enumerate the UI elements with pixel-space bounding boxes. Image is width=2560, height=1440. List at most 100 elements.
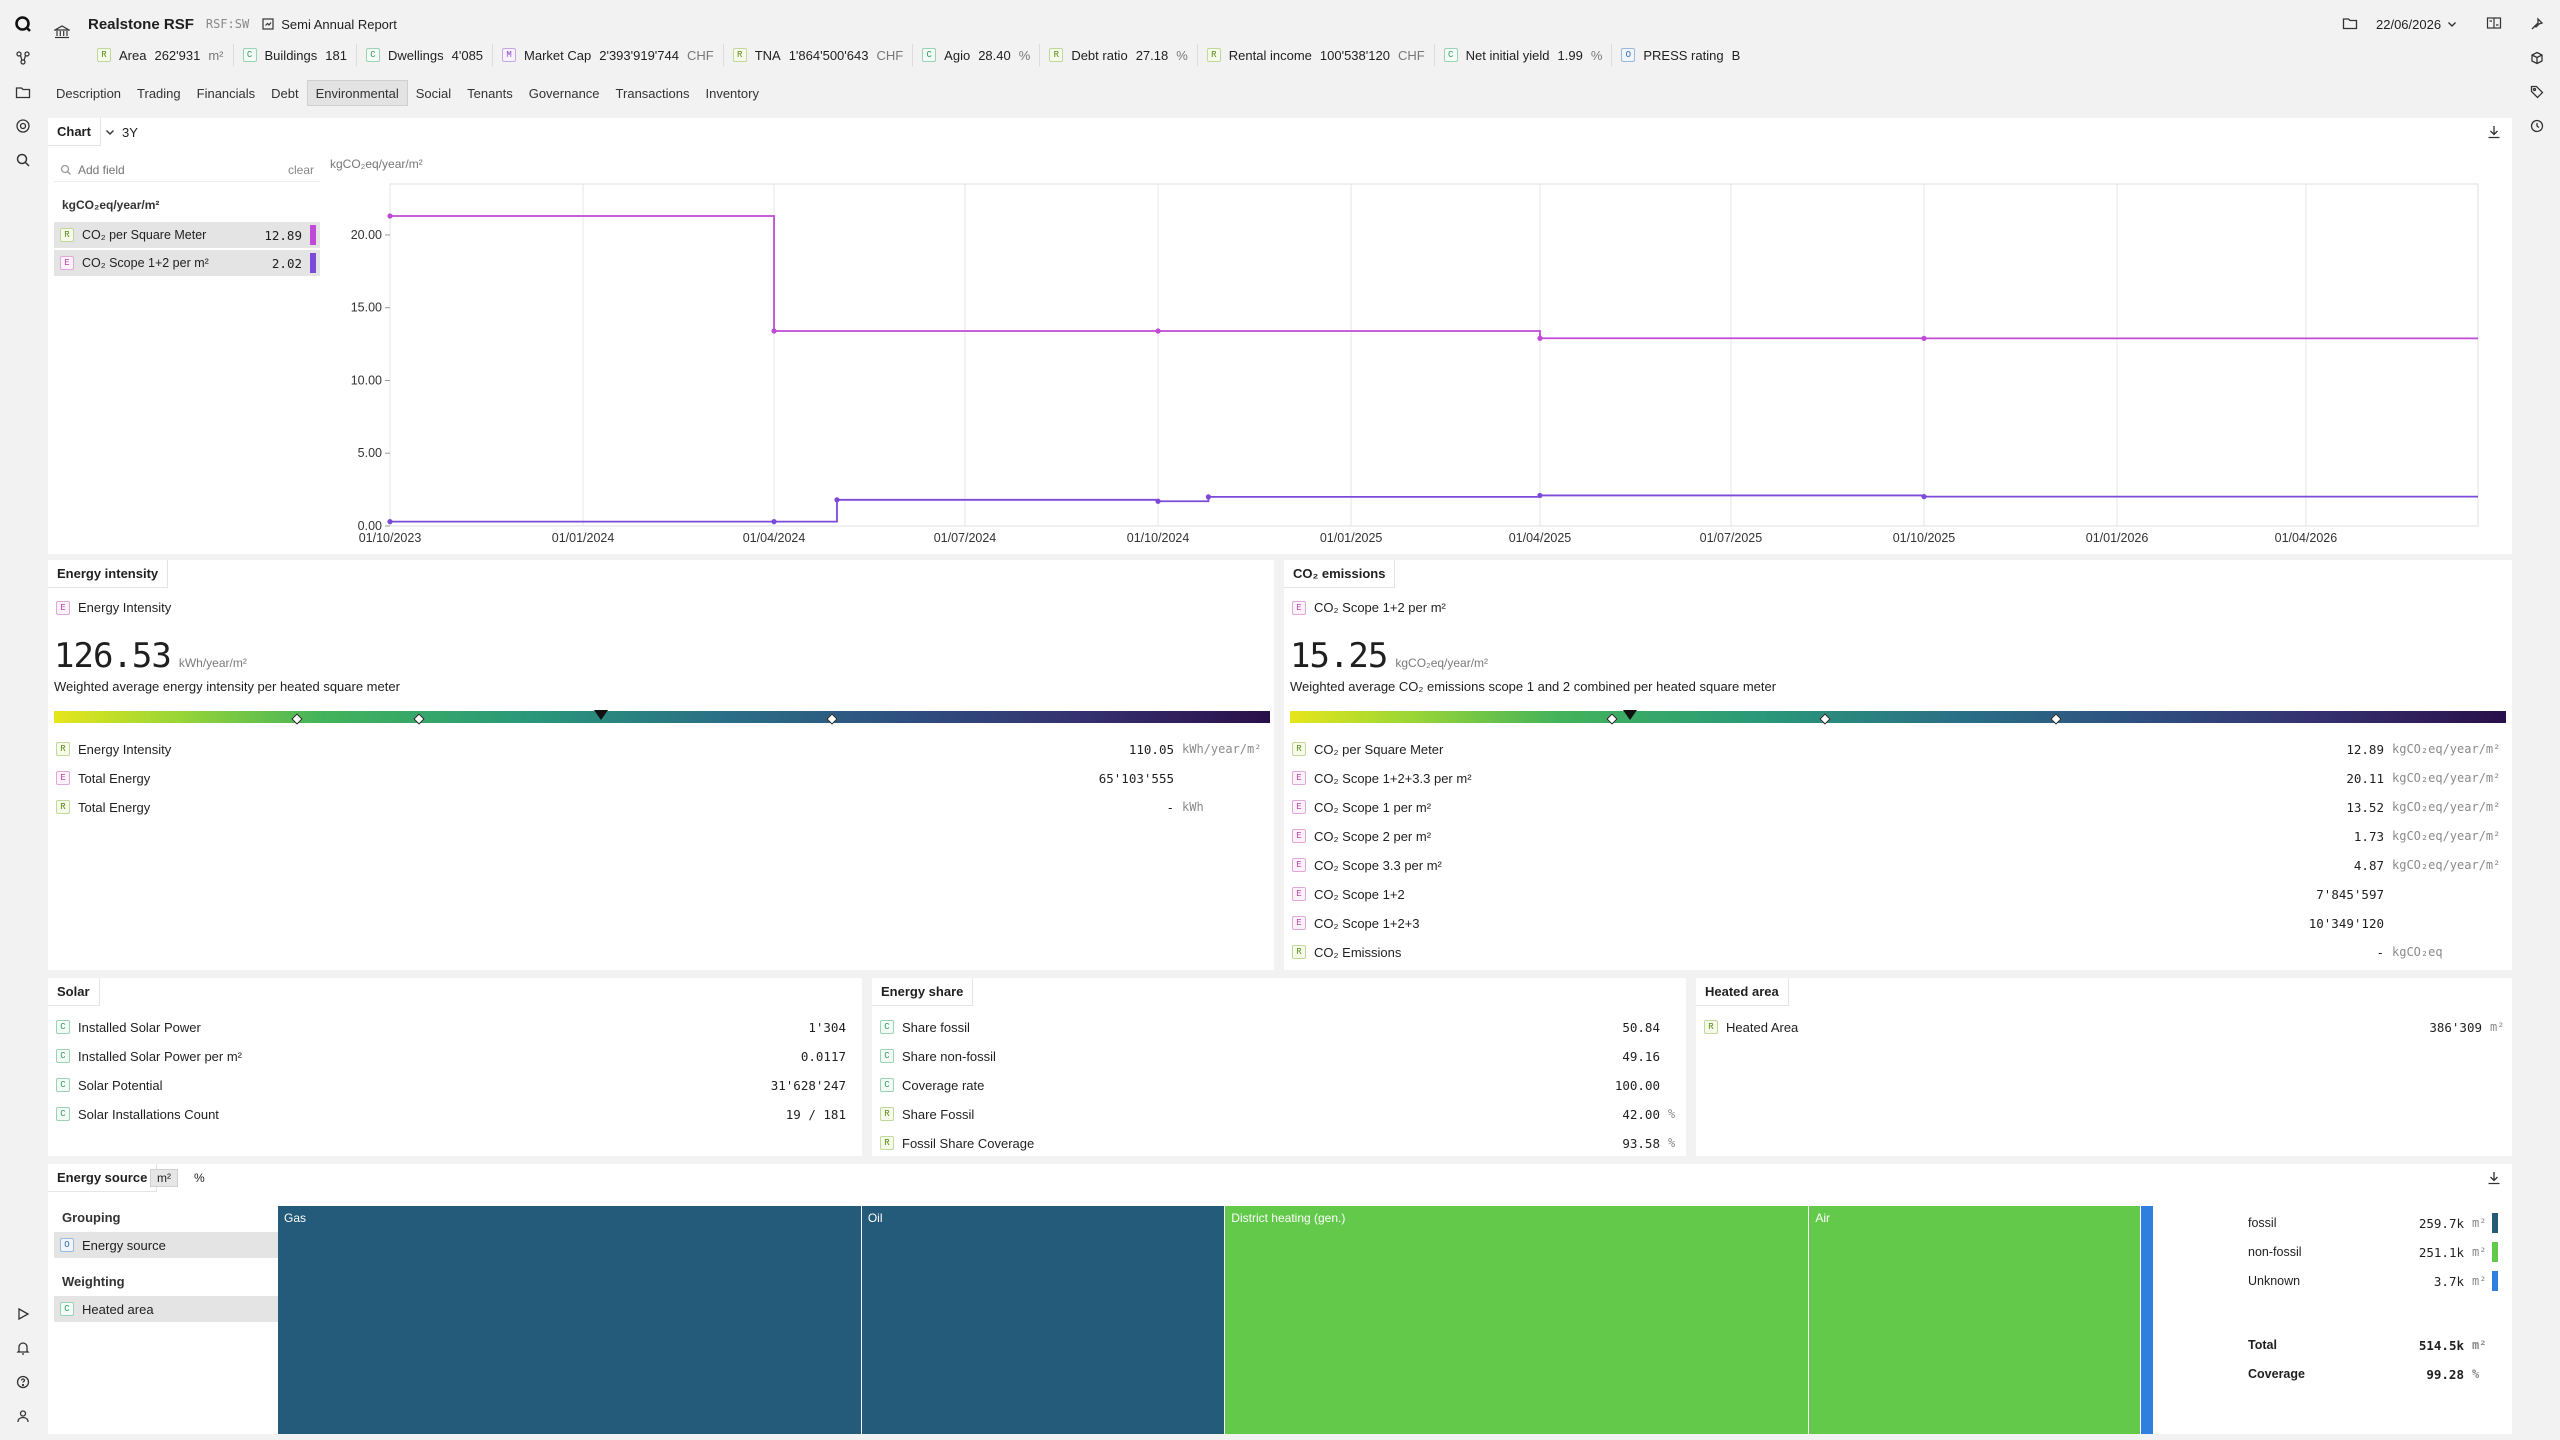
play-icon[interactable] — [13, 1304, 33, 1324]
series-name: CO₂ Scope 1+2 per m² — [82, 256, 209, 270]
data-row[interactable]: E Total Energy 65'103'555 — [56, 765, 1266, 791]
treemap-cell[interactable] — [2140, 1206, 2154, 1434]
data-row[interactable]: C Installed Solar Power per m² 0.0117 — [56, 1043, 854, 1069]
user-icon[interactable] — [13, 1406, 33, 1426]
data-row[interactable]: R Share Fossil 42.00% — [880, 1101, 1678, 1127]
tab-financials[interactable]: Financials — [196, 85, 256, 101]
data-row[interactable]: R CO₂ per Square Meter 12.89 kgCO₂eq/year/m… — [1292, 736, 2504, 762]
tab-social[interactable]: Social — [415, 85, 452, 101]
series-item[interactable]: R CO₂ per Square Meter 12.89 — [54, 222, 320, 248]
tab-trading[interactable]: Trading — [137, 85, 181, 101]
data-row[interactable]: C Installed Solar Power 1'304 — [56, 1014, 854, 1040]
download-icon[interactable] — [2486, 124, 2502, 143]
tab-environmental[interactable]: Environmental — [306, 80, 408, 106]
clear-button[interactable]: clear — [287, 162, 314, 177]
data-row[interactable]: C Solar Installations Count 19 / 181 — [56, 1101, 854, 1127]
search-icon[interactable] — [13, 150, 33, 170]
metric-debt-ratio[interactable]: R Debt ratio 27.18% — [1040, 44, 1198, 66]
data-row[interactable]: E CO₂ Scope 1+2 7'845'597 — [1292, 881, 2504, 907]
series-color-swatch[interactable] — [310, 253, 316, 273]
grouping-selector[interactable]: O Energy source — [54, 1232, 310, 1258]
energy-source-treemap[interactable]: Gas Oil District heating (gen.) Air — [278, 1206, 2228, 1434]
data-row[interactable]: R Heated Area 386'309 m² — [1704, 1014, 2504, 1040]
tab-tenants[interactable]: Tenants — [467, 85, 513, 101]
metric-unit: % — [1018, 47, 1031, 63]
tab-governance[interactable]: Governance — [528, 85, 600, 101]
header: Realstone RSF RSF:SW Semi Annual Report … — [46, 0, 2514, 70]
data-row[interactable]: E CO₂ Scope 2 per m² 1.73 kgCO₂eq/year/m² — [1292, 823, 2504, 849]
treemap-cell[interactable]: District heating (gen.) — [1225, 1206, 1810, 1434]
tag-icon[interactable] — [2527, 82, 2547, 102]
data-row[interactable]: R Energy Intensity 110.05 kWh/year/m² — [56, 736, 1266, 762]
report-button[interactable]: Semi Annual Report — [261, 17, 397, 32]
metric-press-rating[interactable]: O PRESS rating B — [1612, 44, 1749, 66]
download-icon[interactable] — [2486, 1170, 2502, 1189]
row-label: Share fossil — [902, 1019, 970, 1035]
unit-toggle-m2[interactable]: m² — [150, 1169, 178, 1187]
data-point — [1537, 492, 1543, 499]
row-value: 1'304 — [808, 1019, 846, 1035]
data-row[interactable]: C Share non-fossil 49.16 — [880, 1043, 1678, 1069]
metric-agio[interactable]: C Agio 28.40% — [913, 44, 1041, 66]
series-item[interactable]: E CO₂ Scope 1+2 per m² 2.02 — [54, 250, 320, 276]
treemap-cell[interactable]: Oil — [861, 1206, 1226, 1434]
data-row[interactable]: C Solar Potential 31'628'247 — [56, 1072, 854, 1098]
data-row[interactable]: C Coverage rate 100.00 — [880, 1072, 1678, 1098]
field-selector[interactable]: E Energy Intensity — [56, 600, 171, 615]
legend-unit: m² — [2472, 1245, 2487, 1259]
unit-toggle-percent[interactable]: % — [194, 1171, 205, 1185]
treemap-cell[interactable]: Gas — [278, 1206, 862, 1434]
screener-icon[interactable] — [13, 116, 33, 136]
data-row[interactable]: R Total Energy - kWh — [56, 794, 1266, 820]
emissions-line-chart[interactable]: kgCO₂eq/year/m² 01/10/2023 01/01/2024 01/04… — [330, 154, 2502, 554]
big-number: 15.25 — [1290, 636, 1388, 676]
chart-tab[interactable]: Chart — [48, 118, 101, 146]
package-icon[interactable] — [2527, 48, 2547, 68]
add-field-input[interactable] — [78, 162, 278, 177]
series-color-swatch[interactable] — [310, 225, 316, 245]
metric-dwellings[interactable]: C Dwellings 4'085 — [357, 44, 494, 66]
weighting-selector[interactable]: C Heated area — [54, 1296, 310, 1322]
data-row[interactable]: R CO₂ Emissions - kgCO₂eq — [1292, 939, 2504, 965]
compare-icon[interactable] — [2486, 15, 2502, 31]
metric-tna[interactable]: R TNA 1'864'500'643 CHF — [724, 44, 914, 66]
help-icon[interactable] — [13, 1372, 33, 1392]
data-row[interactable]: R Fossil Share Coverage 93.58% — [880, 1130, 1678, 1156]
tab-description[interactable]: Description — [56, 85, 122, 101]
tab-transactions[interactable]: Transactions — [615, 85, 690, 101]
tab-debt[interactable]: Debt — [271, 85, 299, 101]
period-selector[interactable]: 3Y — [104, 118, 138, 146]
row-unit: kgCO₂eq — [2392, 945, 2443, 959]
weighting-label: Weighting — [62, 1274, 125, 1289]
data-row[interactable]: E CO₂ Scope 3.3 per m² 4.87 kgCO₂eq/year/m² — [1292, 852, 2504, 878]
date-selector[interactable]: 22/06/2026 — [2376, 14, 2458, 34]
period-label: 3Y — [122, 124, 138, 140]
bell-icon[interactable] — [13, 1338, 33, 1358]
pin-icon[interactable] — [2527, 14, 2547, 34]
metric-buildings[interactable]: C Buildings 181 — [234, 44, 357, 66]
network-icon[interactable] — [13, 48, 33, 68]
history-icon[interactable] — [2527, 116, 2547, 136]
metric-net-initial-yield[interactable]: C Net initial yield 1.99% — [1435, 44, 1613, 66]
x-tick-label: 01/07/2025 — [1700, 531, 1763, 545]
metric-area[interactable]: R Area 262'931 m² — [88, 44, 234, 66]
data-row[interactable]: E CO₂ Scope 1+2+3.3 per m² 20.11 kgCO₂eq/ye… — [1292, 765, 2504, 791]
data-row[interactable]: E CO₂ Scope 1+2+3 10'349'120 — [1292, 910, 2504, 936]
calendar-folder-icon[interactable] — [2342, 15, 2358, 31]
metric-unit: % — [1176, 47, 1188, 63]
treemap-cell[interactable]: Air — [1809, 1206, 2141, 1434]
data-row[interactable]: E CO₂ Scope 1 per m² 13.52 kgCO₂eq/year/m² — [1292, 794, 2504, 820]
panel-title[interactable]: Energy source — [48, 1164, 158, 1192]
tab-inventory[interactable]: Inventory — [705, 85, 759, 101]
data-point — [1537, 335, 1543, 341]
metric-market-cap[interactable]: M Market Cap 2'393'919'744 CHF — [493, 44, 724, 66]
legend-coverage: Coverage 99.28% — [2238, 1361, 2504, 1387]
data-row[interactable]: C Share fossil 50.84 — [880, 1014, 1678, 1040]
scale-gradient — [1290, 710, 2506, 723]
metric-rental-income[interactable]: R Rental income 100'538'120 CHF — [1198, 44, 1435, 66]
legend-value: 3.7k — [2433, 1273, 2464, 1289]
field-selector[interactable]: E CO₂ Scope 1+2 per m² — [1292, 600, 1446, 615]
app-logo-icon[interactable] — [13, 14, 33, 34]
folder-icon[interactable] — [13, 82, 33, 102]
row-value: 13.52 — [2346, 799, 2384, 815]
